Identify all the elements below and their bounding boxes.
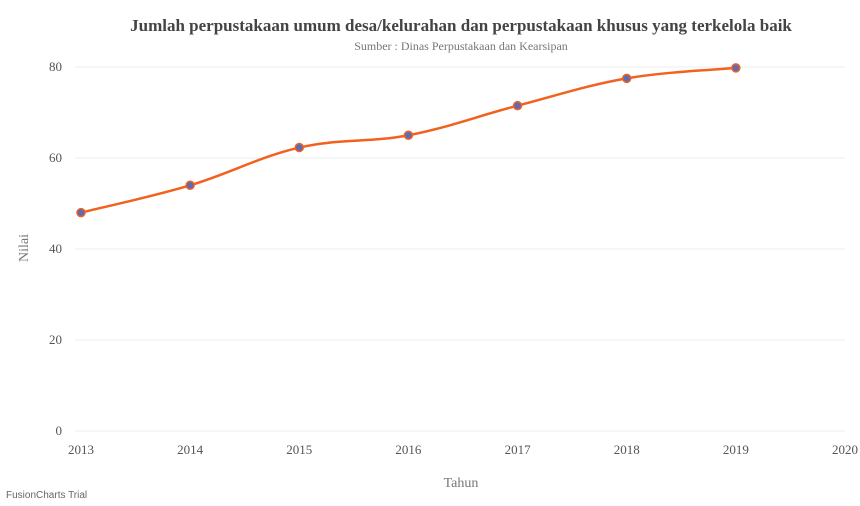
y-tick-label: 80 — [49, 59, 62, 74]
data-point[interactable] — [403, 130, 414, 140]
x-tick-label: 2019 — [723, 442, 749, 457]
data-point[interactable] — [731, 63, 741, 73]
x-axis-ticks: 2013 2014 2015 2016 2017 2018 2019 2020 — [68, 442, 858, 457]
data-point[interactable] — [76, 207, 86, 218]
x-tick-label: 2017 — [505, 442, 532, 457]
y-axis-title: Nilai — [17, 234, 32, 262]
y-tick-label: 60 — [49, 150, 62, 165]
chart-title: Jumlah perpustakaan umum desa/kelurahan … — [130, 16, 792, 35]
data-points — [76, 63, 741, 218]
chart-subtitle: Sumber : Dinas Perpustakaan dan Kearsipa… — [354, 39, 568, 53]
watermark-text: FusionCharts Trial — [6, 490, 87, 501]
x-axis-title: Tahun — [444, 476, 479, 491]
x-tick-label: 2014 — [177, 442, 204, 457]
data-point[interactable] — [294, 142, 305, 153]
x-tick-label: 2020 — [832, 442, 858, 457]
x-tick-label: 2013 — [68, 442, 94, 457]
series-line — [80, 66, 736, 214]
x-tick-label: 2018 — [614, 442, 640, 457]
y-tick-label: 40 — [49, 241, 62, 256]
data-point[interactable] — [621, 73, 632, 84]
x-tick-label: 2016 — [395, 442, 422, 457]
x-tick-label: 2015 — [286, 442, 312, 457]
data-point[interactable] — [185, 180, 195, 191]
data-point[interactable] — [512, 100, 523, 111]
gridlines — [75, 66, 845, 432]
y-axis-ticks: 0 20 40 60 80 — [49, 59, 62, 438]
y-tick-label: 20 — [49, 332, 62, 347]
y-tick-label: 0 — [56, 423, 63, 438]
